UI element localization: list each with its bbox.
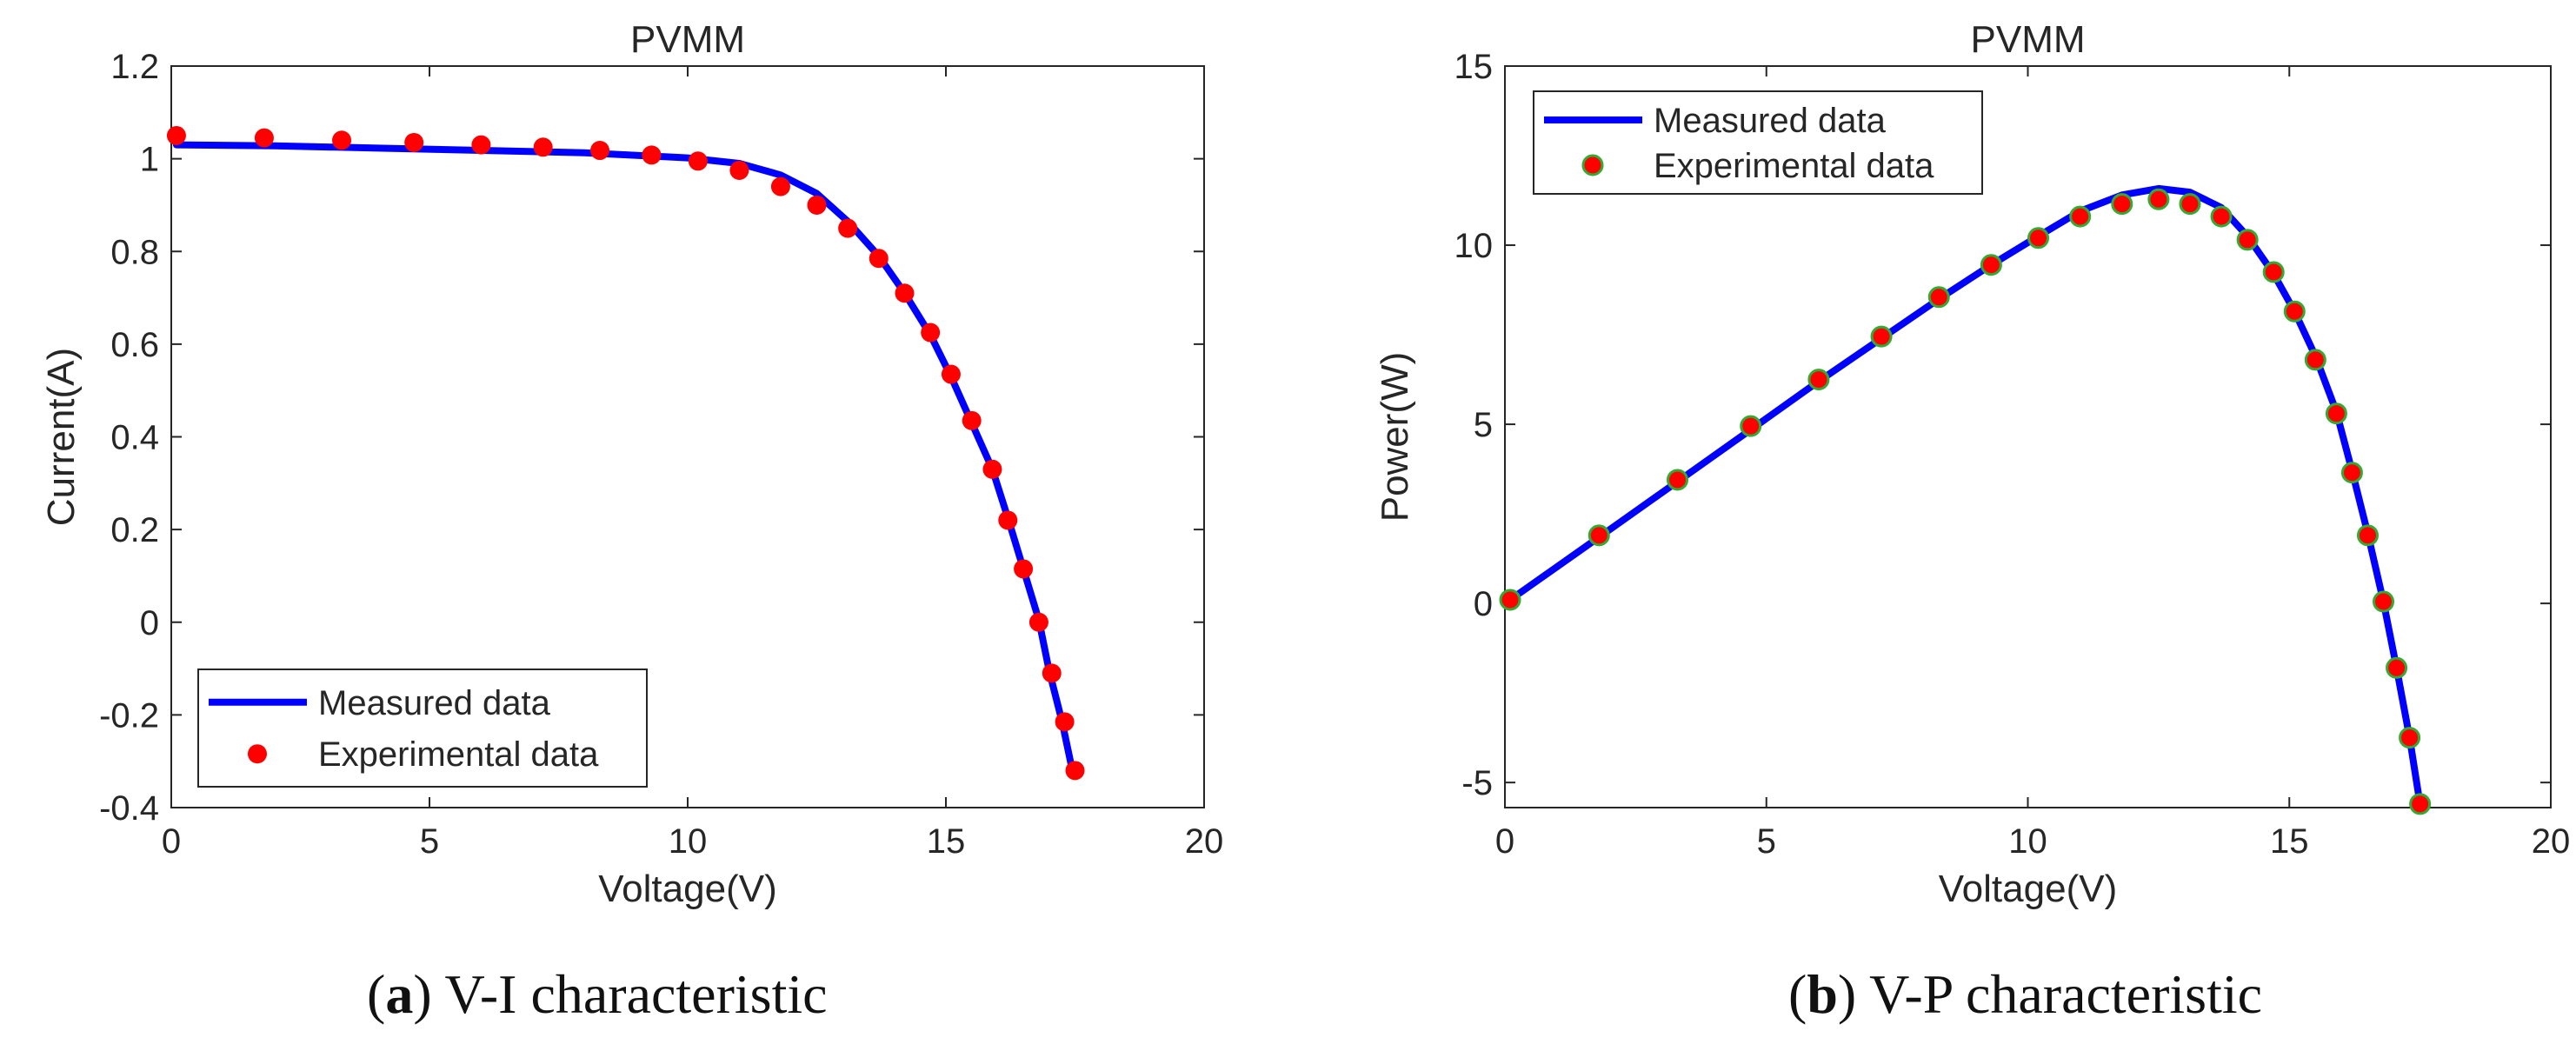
y-tick-label: 1 xyxy=(140,141,159,179)
y-tick-label: 0.8 xyxy=(110,233,159,271)
data-point-experimental xyxy=(770,176,790,196)
y-tick-label: 0 xyxy=(1474,585,1493,623)
y-axis-title: Current(A) xyxy=(40,348,83,526)
data-point-experimental xyxy=(2179,193,2201,216)
data-point-experimental xyxy=(471,135,491,155)
data-point-experimental xyxy=(1499,589,1521,611)
data-point-experimental xyxy=(2111,193,2133,216)
y-tick-label: 5 xyxy=(1474,406,1493,444)
data-point-experimental xyxy=(590,141,610,161)
data-point-experimental xyxy=(1666,469,1688,491)
data-point-experimental xyxy=(2027,227,2050,249)
data-point-experimental xyxy=(2262,261,2285,283)
data-point-experimental xyxy=(962,410,982,430)
legend-swatch-experimental xyxy=(248,744,267,764)
data-point-experimental xyxy=(807,195,827,215)
data-point-experimental xyxy=(1028,612,1048,632)
data-point-experimental xyxy=(404,132,424,152)
data-point-experimental xyxy=(1042,663,1062,683)
data-point-experimental xyxy=(941,364,961,384)
y-tick-label: 0.6 xyxy=(110,326,159,364)
data-point-experimental xyxy=(2399,727,2421,749)
x-axis-title: Voltage(V) xyxy=(598,868,776,910)
data-point-experimental xyxy=(2069,205,2092,228)
data-point-experimental xyxy=(982,459,1002,479)
data-point-experimental xyxy=(1870,325,1893,348)
y-tick-label: -5 xyxy=(1461,764,1493,802)
y-tick-label: 0.4 xyxy=(110,419,159,457)
data-point-experimental xyxy=(869,249,889,269)
x-tick-label: 0 xyxy=(1495,822,1514,861)
data-point-experimental xyxy=(2386,656,2408,679)
data-point-experimental xyxy=(642,145,662,165)
data-point-experimental xyxy=(998,510,1018,530)
x-tick-label: 20 xyxy=(2532,822,2571,861)
data-point-experimental xyxy=(2283,300,2306,323)
data-point-experimental xyxy=(2325,402,2347,425)
data-point-experimental xyxy=(1927,286,1950,309)
data-point-experimental xyxy=(1065,761,1085,781)
data-point-experimental xyxy=(332,130,352,150)
chart-panel-vp: 0 5 10 15 20-5051015PVMMVoltage(V)Power(W)Me… xyxy=(1374,18,2570,910)
data-point-experimental xyxy=(2147,188,2170,210)
legend-label-experimental: Experimental data xyxy=(318,735,599,774)
data-point-experimental xyxy=(2409,793,2432,815)
data-point-experimental xyxy=(1588,524,1610,547)
y-tick-label: 1.2 xyxy=(110,48,159,86)
x-tick-label: 15 xyxy=(2270,822,2309,861)
series-line-measured xyxy=(172,141,1076,775)
data-point-experimental xyxy=(1014,559,1034,579)
x-tick-label: 10 xyxy=(669,822,708,861)
y-tick-label: -0.2 xyxy=(99,696,159,735)
data-point-experimental xyxy=(838,218,858,238)
legend-box xyxy=(1533,90,1983,195)
data-point-experimental xyxy=(2373,590,2395,613)
x-tick-label: 10 xyxy=(2008,822,2047,861)
data-point-experimental xyxy=(533,137,553,157)
data-point-experimental xyxy=(2340,462,2363,484)
x-tick-label: 5 xyxy=(1757,822,1776,861)
y-tick-label: 15 xyxy=(1454,48,1494,86)
data-point-experimental xyxy=(254,128,274,148)
y-tick-label: -0.4 xyxy=(99,789,159,828)
x-tick-label: 20 xyxy=(1185,822,1224,861)
data-point-experimental xyxy=(1055,712,1075,732)
y-tick-label: 10 xyxy=(1454,227,1494,265)
data-point-experimental xyxy=(1740,415,1762,437)
chart-title: PVMM xyxy=(1971,18,2086,61)
y-axis-title: Power(W) xyxy=(1374,352,1416,522)
data-point-experimental xyxy=(729,160,749,180)
data-point-experimental xyxy=(166,125,186,145)
data-point-experimental xyxy=(895,283,915,303)
x-tick-label: 0 xyxy=(162,822,181,861)
y-tick-label: 0 xyxy=(140,604,159,642)
data-point-experimental xyxy=(921,323,941,343)
data-point-experimental xyxy=(1980,254,2002,276)
data-point-experimental xyxy=(1807,369,1830,391)
x-axis-title: Voltage(V) xyxy=(1939,868,2117,910)
caption-a: (a) V-I characteristic xyxy=(367,963,828,1025)
caption-b: (b) V-P characteristic xyxy=(1788,963,2262,1025)
x-tick-label: 15 xyxy=(927,822,966,861)
legend-box xyxy=(197,669,648,788)
legend-label-measured: Measured data xyxy=(1654,102,1887,140)
chart-title: PVMM xyxy=(630,18,745,61)
data-point-experimental xyxy=(2210,205,2233,228)
data-point-experimental xyxy=(688,151,708,171)
x-tick-label: 5 xyxy=(420,822,439,861)
chart-panel-vi: 0 5 10 15 20 -0.4 -0.2 0 0.2 0.4 0.6 0.8 1 1.2 PVMM Vol… xyxy=(40,18,1223,910)
legend-label-measured: Measured data xyxy=(318,684,551,722)
legend-swatch-experimental xyxy=(1581,154,1604,176)
data-point-experimental xyxy=(2356,524,2379,547)
y-tick-label: 0.2 xyxy=(110,511,159,549)
data-point-experimental xyxy=(2304,349,2326,371)
data-point-experimental xyxy=(2236,229,2259,251)
legend-label-experimental: Experimental data xyxy=(1654,147,1934,185)
